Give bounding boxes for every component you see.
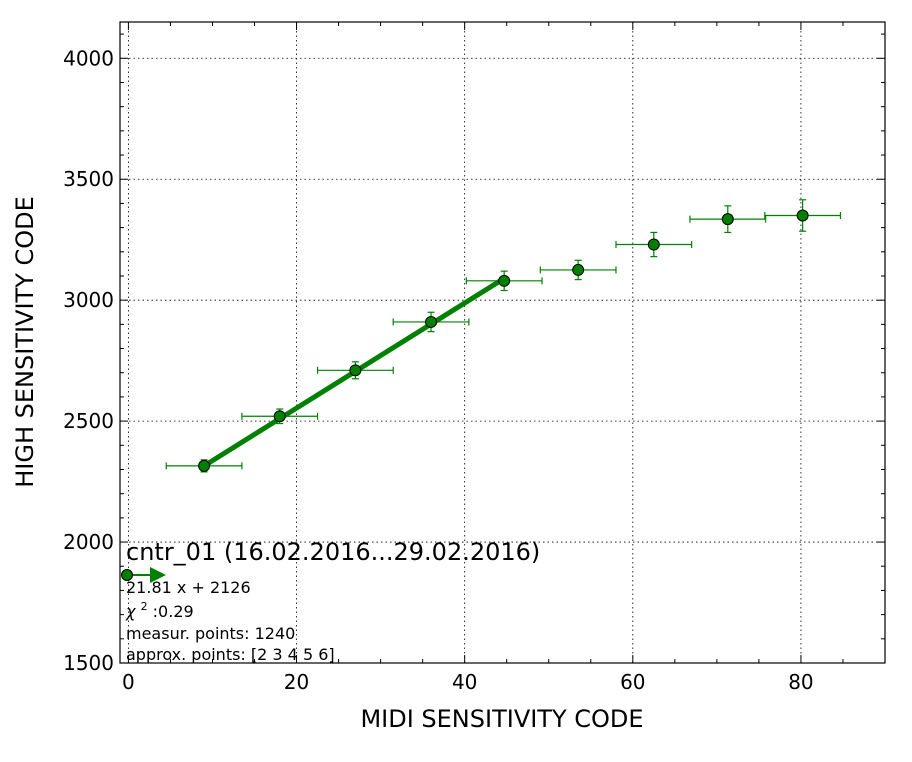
x-axis-label: MIDI SENSITIVITY CODE <box>360 705 643 733</box>
tick-labels: 0 20 40 60 80 1500 2000 2500 3000 3500 4000 <box>63 46 814 694</box>
x-tick-label: 40 <box>452 670 477 694</box>
x-tick-label: 60 <box>620 670 645 694</box>
chi-symbol: χ <box>125 602 136 621</box>
y-tick-label: 2000 <box>63 530 114 554</box>
data-point <box>198 459 211 472</box>
legend-marker <box>121 567 166 583</box>
y-tick-label: 4000 <box>63 46 114 70</box>
legend-point <box>121 569 133 581</box>
grid <box>120 22 885 664</box>
annotation-approx-points: approx. points: [2 3 4 5 6] <box>126 645 335 664</box>
data-point <box>349 364 362 377</box>
chi-exponent: 2 <box>141 600 148 613</box>
annotation-chi: χ 2 :0.29 <box>125 595 194 621</box>
chi-value: :0.29 <box>153 602 194 621</box>
error-bars <box>165 199 842 473</box>
y-tick-label: 2500 <box>63 409 114 433</box>
x-tick-label: 0 <box>122 670 135 694</box>
annotation-title: cntr_01 (16.02.2016...29.02.2016) <box>126 538 540 566</box>
data-point <box>796 209 809 222</box>
data-point <box>647 238 660 251</box>
data-point <box>273 410 286 423</box>
annotation-block: cntr_01 (16.02.2016...29.02.2016) 21.81 … <box>125 538 540 664</box>
y-tick-label: 3000 <box>63 288 114 312</box>
data-point <box>425 315 438 328</box>
data-point <box>572 263 585 276</box>
x-tick-label: 80 <box>788 670 813 694</box>
y-tick-label: 1500 <box>63 651 114 675</box>
plot-frame <box>119 21 886 664</box>
annotation-measur-points: measur. points: 1240 <box>126 624 295 643</box>
y-tick-label: 3500 <box>63 167 114 191</box>
y-axis-label: HIGH SENSITIVITY CODE <box>11 196 39 488</box>
data-point <box>721 213 734 226</box>
data-points <box>198 209 809 472</box>
data-point <box>498 274 511 287</box>
axis-ticks <box>120 22 886 664</box>
x-tick-label: 20 <box>284 670 309 694</box>
annotation-equation: 21.81 x + 2126 <box>126 578 251 597</box>
